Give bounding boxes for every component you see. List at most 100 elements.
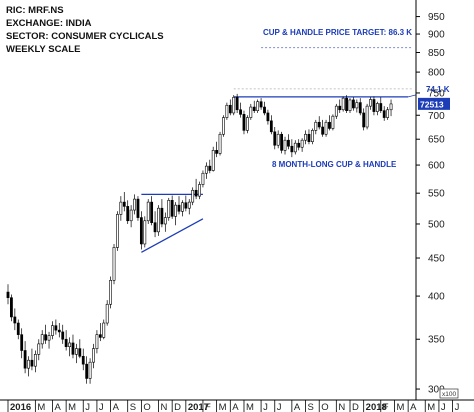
candle-body (290, 145, 294, 153)
candle (211, 146, 215, 172)
candle-body (379, 103, 383, 111)
candle (16, 319, 20, 340)
resistance-annotation: 74.1 K (426, 85, 450, 94)
candle-body (307, 133, 311, 142)
candle (68, 337, 71, 357)
candle-body (345, 97, 348, 111)
candle-body (44, 334, 48, 341)
candle (334, 103, 338, 119)
y-tick-label: 900 (428, 30, 445, 41)
candle (109, 276, 113, 309)
candle (331, 114, 335, 131)
candle (105, 300, 109, 326)
candle-body (61, 331, 65, 340)
candle (112, 243, 116, 285)
candle-body (81, 355, 85, 365)
candle-body (365, 105, 369, 128)
candle-body (68, 342, 71, 348)
x-tick-label: O (321, 402, 328, 412)
x-tick-label: A (113, 402, 120, 412)
candle-body (348, 99, 352, 111)
trendline-wedge-bottom (141, 218, 204, 253)
candle-body (355, 102, 359, 109)
exchange-label: EXCHANGE: INDIA (6, 18, 92, 29)
candle (256, 99, 260, 113)
candle-body (102, 322, 106, 338)
candle-body (198, 184, 201, 197)
candle (133, 194, 136, 215)
candle (235, 93, 239, 113)
candle (249, 103, 253, 120)
candle (328, 115, 331, 131)
candle (187, 199, 191, 215)
candle-body (177, 204, 181, 212)
candle (287, 134, 290, 150)
candle (382, 106, 386, 121)
candle-body (321, 126, 325, 135)
y-tick-label: 950 (428, 12, 445, 23)
y-tick-label: 300 (428, 385, 445, 396)
y-tick-label: 850 (428, 48, 445, 59)
candle-body (222, 117, 225, 135)
candle (85, 356, 89, 384)
candle (37, 339, 41, 361)
candle-body (174, 204, 177, 217)
candle (297, 139, 301, 151)
candle-body (317, 121, 321, 128)
candle (252, 100, 256, 113)
x-tick-label: J (277, 402, 282, 412)
x-tick-label: A (410, 402, 417, 412)
candle-body (218, 133, 222, 154)
candle-body (304, 133, 307, 141)
candle (348, 98, 352, 113)
candle-body (246, 117, 249, 131)
candle-body (136, 198, 140, 218)
candle-body (98, 334, 102, 338)
candle (194, 178, 198, 200)
x-tick-label: N (160, 402, 167, 412)
x-tick-label: M (219, 402, 227, 412)
candle (280, 131, 284, 154)
candle (75, 343, 78, 364)
x-tick-label: J (455, 402, 460, 412)
candle (276, 130, 280, 149)
candle-body (352, 99, 355, 109)
candle (40, 330, 44, 349)
candle-body (170, 200, 174, 217)
candle (33, 350, 37, 373)
x-tick-label: J (99, 402, 104, 412)
candle (150, 196, 154, 226)
y-tick-label: 500 (428, 219, 445, 230)
candle-body (256, 101, 260, 111)
candle (6, 284, 10, 305)
x-tick-label: J (85, 402, 90, 412)
candle-body (372, 99, 376, 112)
candle (10, 294, 13, 322)
candle (266, 109, 270, 125)
candle-body (20, 334, 24, 351)
x-tick-label: 2017 (188, 402, 209, 412)
candle (375, 101, 379, 116)
candle (160, 199, 164, 228)
candle-body (358, 102, 362, 114)
candle (54, 319, 58, 335)
candle (47, 331, 51, 349)
candle-body (204, 165, 208, 174)
x-tick-label: S (308, 402, 314, 412)
candle (324, 119, 328, 137)
candle-body (375, 103, 379, 112)
candle (259, 98, 263, 110)
candle (239, 102, 242, 118)
candle-body (194, 189, 198, 197)
x-tick-label: 2016 (10, 402, 31, 412)
candle-body (163, 217, 167, 225)
candle (304, 130, 307, 145)
candle (242, 110, 246, 135)
candle (218, 131, 222, 156)
candle (273, 127, 277, 150)
candle-body (71, 342, 75, 355)
candle-body (47, 335, 51, 341)
candle-body (239, 109, 242, 115)
last-price-tag: 72513 (418, 97, 450, 110)
